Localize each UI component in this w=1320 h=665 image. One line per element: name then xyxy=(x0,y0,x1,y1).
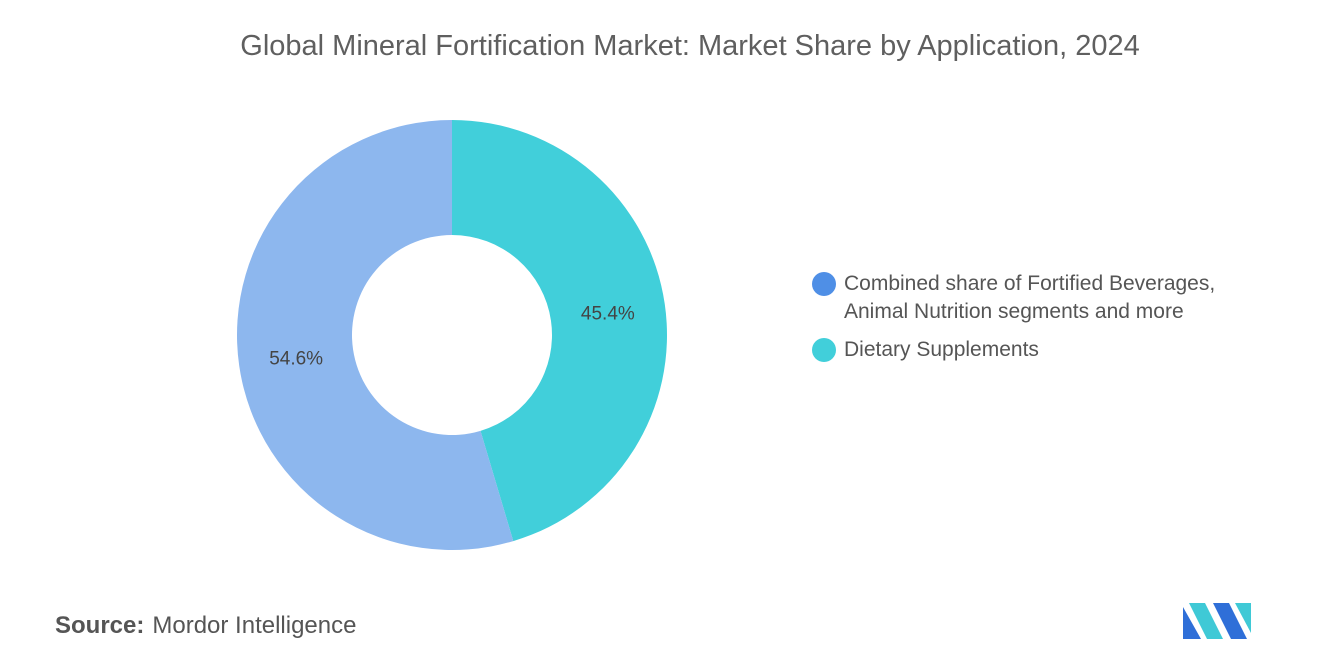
slice-label-dietary-supplements: 45.4% xyxy=(581,303,635,324)
slice-label-combined: 54.6% xyxy=(269,349,323,370)
source-note: Source: Mordor Intelligence xyxy=(55,612,356,640)
source-text: Mordor Intelligence xyxy=(152,612,357,639)
slice-dietary-supplements xyxy=(452,120,667,542)
slice-combined xyxy=(237,120,514,550)
legend-label-dietary-supplements: Dietary Supplements xyxy=(844,338,1039,361)
chart-legend: Combined share of Fortified Beverages, A… xyxy=(812,270,1282,374)
mordor-intelligence-logo-icon xyxy=(1183,603,1251,639)
source-label: Source: xyxy=(55,612,145,639)
legend-item-combined: Combined share of Fortified Beverages, A… xyxy=(812,270,1282,326)
legend-swatch-combined xyxy=(812,272,836,296)
legend-swatch-dietary-supplements xyxy=(812,338,836,362)
chart-title: Global Mineral Fortification Market: Mar… xyxy=(240,30,1140,62)
legend-item-dietary-supplements: Dietary Supplements xyxy=(812,336,1282,364)
legend-label-combined: Combined share of Fortified Beverages, A… xyxy=(844,272,1216,323)
